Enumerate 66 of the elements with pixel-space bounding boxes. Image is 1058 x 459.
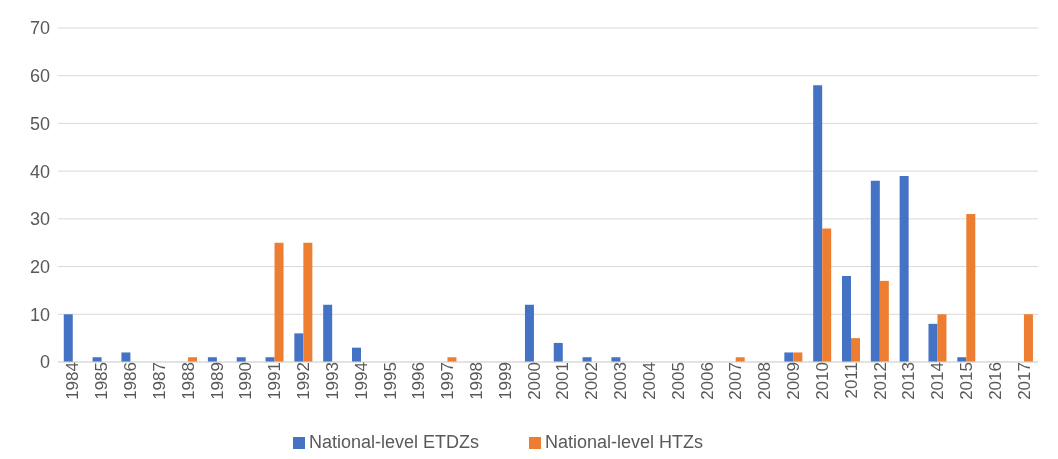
x-tick-label: 1995 xyxy=(380,362,400,400)
x-tick-label: 1987 xyxy=(149,362,169,400)
x-tick-label: 1986 xyxy=(121,362,141,400)
x-tick-label: 1991 xyxy=(265,362,285,400)
bar xyxy=(553,342,563,362)
x-tick-label: 1989 xyxy=(207,362,227,400)
legend-label: National-level HTZs xyxy=(545,432,704,452)
x-tick-label: 2010 xyxy=(812,362,832,400)
bar xyxy=(294,333,304,362)
bar xyxy=(966,214,976,362)
y-tick-label: 70 xyxy=(29,18,50,39)
bar xyxy=(784,352,794,362)
x-tick-label: 2015 xyxy=(957,362,977,400)
y-tick-label: 30 xyxy=(29,209,50,230)
x-tick-label: 2009 xyxy=(784,362,804,400)
bar xyxy=(842,276,851,362)
bar xyxy=(352,347,361,362)
bar xyxy=(524,304,534,362)
x-tick-label: 1996 xyxy=(409,362,429,400)
bar xyxy=(822,228,832,362)
x-tick-label: 2001 xyxy=(553,362,573,400)
bar xyxy=(928,323,938,362)
x-tick-label: 1994 xyxy=(351,362,371,400)
bar xyxy=(870,180,880,362)
x-tick-label: 2008 xyxy=(755,362,775,400)
y-tick-label: 40 xyxy=(29,161,50,182)
x-tick-label: 1999 xyxy=(495,362,515,400)
x-tick-label: 2013 xyxy=(899,362,919,400)
bar xyxy=(63,314,73,362)
bar xyxy=(303,242,313,362)
y-tick-label: 0 xyxy=(39,352,50,373)
x-tick-label: 2003 xyxy=(611,362,631,400)
x-tick-label: 1997 xyxy=(438,362,458,400)
x-tick-label: 2006 xyxy=(697,362,717,400)
x-tick-label: 2004 xyxy=(639,362,659,400)
x-tick-label: 1984 xyxy=(63,362,83,400)
bar xyxy=(879,280,889,362)
bar xyxy=(937,314,947,362)
bar xyxy=(121,352,131,362)
y-tick-label: 10 xyxy=(29,304,50,325)
x-tick-label: 1985 xyxy=(92,362,112,400)
x-tick-label: 2007 xyxy=(726,362,746,400)
bar xyxy=(851,338,860,362)
bar xyxy=(813,85,823,362)
y-tick-label: 60 xyxy=(29,66,50,87)
x-tick-label: 1998 xyxy=(467,362,487,400)
x-tick-label: 1992 xyxy=(294,362,314,400)
x-tick-label: 2002 xyxy=(582,362,602,400)
legend-label: National-level ETDZs xyxy=(308,432,479,452)
bar xyxy=(274,242,284,362)
x-tick-label: 2012 xyxy=(870,362,890,400)
x-tick-label: 2017 xyxy=(1014,362,1034,400)
x-tick-label: 1990 xyxy=(236,362,256,400)
y-tick-label: 50 xyxy=(29,113,50,134)
bar xyxy=(899,175,909,362)
x-tick-label: 1993 xyxy=(322,362,342,400)
x-tick-label: 1988 xyxy=(178,362,198,400)
bar xyxy=(1023,314,1033,362)
x-tick-label: 2011 xyxy=(841,362,861,399)
x-tick-label: 2000 xyxy=(524,362,544,400)
x-tick-label: 2016 xyxy=(985,362,1005,400)
x-tick-label: 2005 xyxy=(668,362,688,400)
bar xyxy=(323,304,333,362)
bar xyxy=(793,352,803,362)
y-tick-label: 20 xyxy=(29,256,50,277)
x-tick-label: 2014 xyxy=(928,362,948,400)
